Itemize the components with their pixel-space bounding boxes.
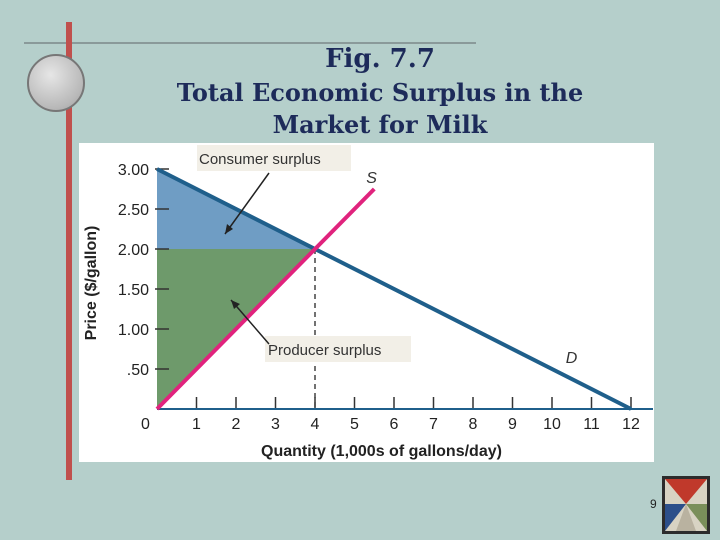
x-tick-label: 7 xyxy=(429,416,438,433)
y-axis-title: Price ($/gallon) xyxy=(83,226,100,341)
slide-title-line-2: Market for Milk xyxy=(272,110,488,139)
surplus-chart: .501.001.502.002.503.00 1 2 3 4 5 6 7 8 9 10 11 12 … xyxy=(83,145,653,460)
x-tick-label: 5 xyxy=(350,416,359,433)
producer-surplus-label-box xyxy=(265,336,411,362)
demand-curve-label: D xyxy=(566,350,578,367)
x-tick-label: 6 xyxy=(390,416,399,433)
x-tick-label: 3 xyxy=(271,416,280,433)
x-tick-label: 8 xyxy=(469,416,478,433)
consumer-surplus-arrowhead xyxy=(225,224,233,234)
x-tick-label: 1 xyxy=(192,416,201,433)
y-tick-label: 1.00 xyxy=(118,322,149,339)
x-tick-label: 9 xyxy=(508,416,517,433)
decorative-circle xyxy=(27,54,85,112)
decorative-logo xyxy=(662,476,710,534)
x-tick-label: 10 xyxy=(543,416,561,433)
y-tick-label: 2.00 xyxy=(118,242,149,259)
top-rule xyxy=(24,42,476,44)
chart-panel: .50 1.00 1.50 2.00 2.50 3.00 1 2 3 4 5 6 7 8 9 10 11 12 … xyxy=(79,143,654,462)
y-tick-label: 1.50 xyxy=(118,282,149,299)
producer-surplus-arrow xyxy=(230,299,270,345)
y-tick-label: 2.50 xyxy=(118,202,149,219)
supply-curve xyxy=(155,187,376,411)
x-tick-label: 2 xyxy=(232,416,241,433)
left-accent-bar xyxy=(66,22,72,480)
supply-curve-label: S xyxy=(366,170,377,187)
x-axis-title: Quantity (1,000s of gallons/day) xyxy=(261,443,502,460)
origin-tick-label: 0 xyxy=(141,416,150,433)
producer-surplus-arrowhead xyxy=(231,300,240,309)
figure-number: Fig. 7.7 xyxy=(325,44,435,74)
y-tick-label: .50 xyxy=(127,362,149,379)
page-number: 9 xyxy=(650,497,657,511)
x-tick-label: 12 xyxy=(622,416,640,433)
x-tick-label: 4 xyxy=(311,416,320,433)
demand-curve xyxy=(156,167,632,411)
consumer-surplus-label-box xyxy=(197,145,351,171)
consumer-surplus-arrow xyxy=(224,172,270,235)
slide-title-line-1: Total Economic Surplus in the xyxy=(176,78,584,107)
consumer-surplus-label: Consumer surplus xyxy=(199,151,321,168)
producer-surplus-label: Producer surplus xyxy=(268,342,381,359)
x-tick-label: 11 xyxy=(583,416,600,433)
y-tick-label: 3.00 xyxy=(118,162,149,179)
